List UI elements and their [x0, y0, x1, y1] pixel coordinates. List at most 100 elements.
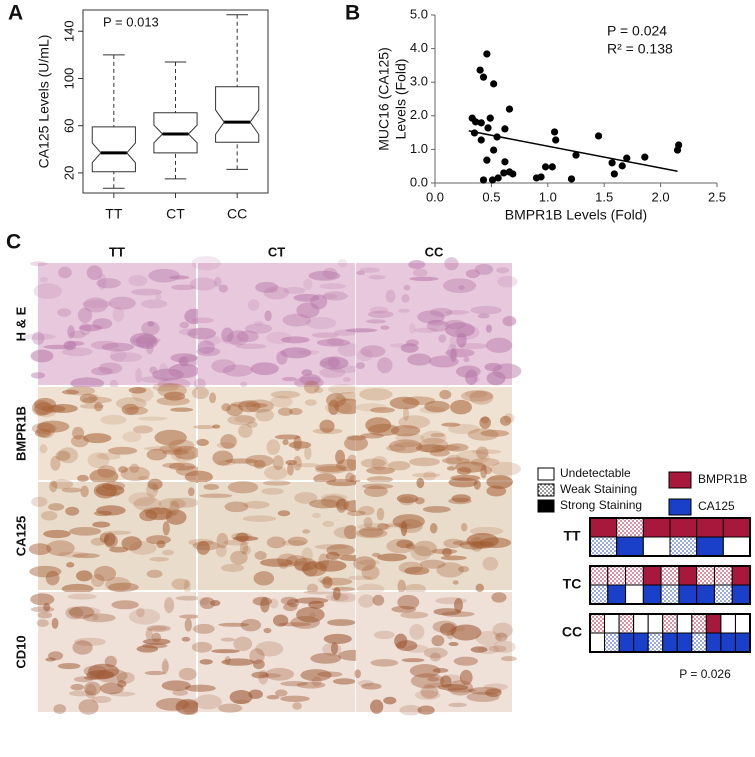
tissue-texture: [43, 602, 51, 612]
tissue-texture: [455, 461, 487, 473]
tissue-texture: [91, 696, 112, 704]
point: [488, 176, 497, 184]
tissue-texture: [196, 541, 210, 555]
tissue-texture: [501, 656, 517, 662]
tissue-texture: [311, 332, 339, 338]
tissue-texture: [216, 459, 236, 466]
tissue-texture: [423, 471, 437, 481]
tissue-texture: [45, 657, 56, 662]
tissue-texture: [396, 539, 414, 549]
tissue-texture: [413, 327, 439, 333]
tissue-texture: [427, 319, 445, 326]
micrograph-bg: [198, 482, 355, 590]
tissue-texture: [293, 455, 302, 471]
tissue-texture: [424, 400, 450, 413]
micrograph-bg: [38, 263, 196, 385]
tissue-texture: [325, 551, 340, 561]
tissue-texture: [404, 644, 429, 653]
stain-cell: [731, 584, 751, 605]
tissue-texture: [280, 347, 312, 359]
trendline: [468, 130, 678, 172]
y-axis-label: Levels (Fold): [393, 59, 409, 140]
tissue-texture: [403, 284, 411, 291]
tissue-texture: [432, 668, 449, 673]
tissue-texture: [372, 594, 385, 606]
tissue-texture: [61, 487, 82, 493]
tissue-texture: [448, 477, 478, 488]
tissue-texture: [312, 428, 343, 435]
tissue-texture: [390, 425, 421, 437]
tissue-texture: [372, 552, 381, 558]
tissue-texture: [355, 528, 388, 539]
point: [493, 133, 501, 141]
tissue-texture: [446, 688, 476, 693]
stain-cell: [604, 613, 620, 634]
annotation: R² = 0.138: [607, 41, 673, 57]
stain-cell: [589, 565, 609, 586]
tissue-texture: [453, 656, 479, 666]
tissue-texture: [253, 459, 266, 469]
y-tick-label: 3.0: [410, 74, 428, 89]
tissue-texture: [288, 408, 303, 416]
tissue-texture: [203, 335, 222, 346]
tissue-texture: [175, 595, 202, 601]
micrograph: [187, 255, 363, 391]
row-header: BMPR1B: [13, 406, 28, 461]
tissue-texture: [450, 624, 482, 641]
tissue-texture: [162, 521, 170, 536]
tissue-texture: [199, 597, 216, 610]
tissue-texture: [107, 446, 138, 455]
tissue-texture: [108, 691, 136, 697]
tissue-texture: [333, 397, 349, 402]
tissue-texture: [146, 448, 167, 461]
tissue-texture: [370, 407, 395, 413]
stain-cell: [647, 632, 664, 653]
stain-cell: [734, 632, 751, 653]
tissue-texture: [266, 439, 280, 455]
tissue-texture: [137, 416, 168, 421]
tissue-texture: [337, 342, 361, 357]
micrograph: [31, 382, 204, 485]
annotation: P = 0.026: [679, 667, 731, 681]
tissue-texture: [265, 667, 295, 681]
tissue-texture: [227, 414, 256, 426]
tissue-texture: [236, 330, 259, 343]
point: [618, 162, 626, 170]
tissue-texture: [171, 284, 196, 291]
tissue-texture: [161, 680, 191, 691]
point: [483, 50, 491, 58]
tissue-texture: [23, 333, 56, 340]
tissue-texture: [399, 704, 422, 716]
tissue-texture: [30, 372, 46, 379]
tissue-texture: [304, 399, 317, 406]
tissue-texture: [170, 448, 196, 463]
tissue-texture: [394, 633, 408, 649]
tissue-texture: [335, 498, 350, 511]
tissue-texture: [133, 497, 162, 511]
tissue-texture: [327, 356, 340, 368]
tissue-texture: [164, 391, 186, 401]
tissue-texture: [311, 512, 322, 518]
tissue-texture: [443, 538, 464, 549]
tissue-texture: [463, 356, 470, 363]
tissue-texture: [99, 682, 124, 695]
tissue-texture: [409, 623, 425, 640]
tissue-texture: [128, 275, 148, 287]
tissue-texture: [142, 638, 171, 645]
tissue-texture: [453, 597, 463, 613]
tissue-texture: [361, 564, 380, 581]
tissue-texture: [216, 544, 227, 558]
group-frame: [589, 565, 751, 605]
tissue-texture: [129, 463, 140, 474]
tissue-texture: [152, 368, 184, 381]
tissue-texture: [292, 702, 302, 710]
micrograph: [188, 479, 368, 594]
point: [550, 128, 559, 136]
tissue-texture: [108, 296, 136, 310]
tissue-texture: [169, 501, 180, 516]
tissue-texture: [354, 669, 361, 679]
tissue-texture: [315, 465, 347, 474]
tissue-texture: [336, 498, 347, 513]
micrograph: [184, 587, 372, 713]
tissue-texture: [175, 449, 182, 461]
